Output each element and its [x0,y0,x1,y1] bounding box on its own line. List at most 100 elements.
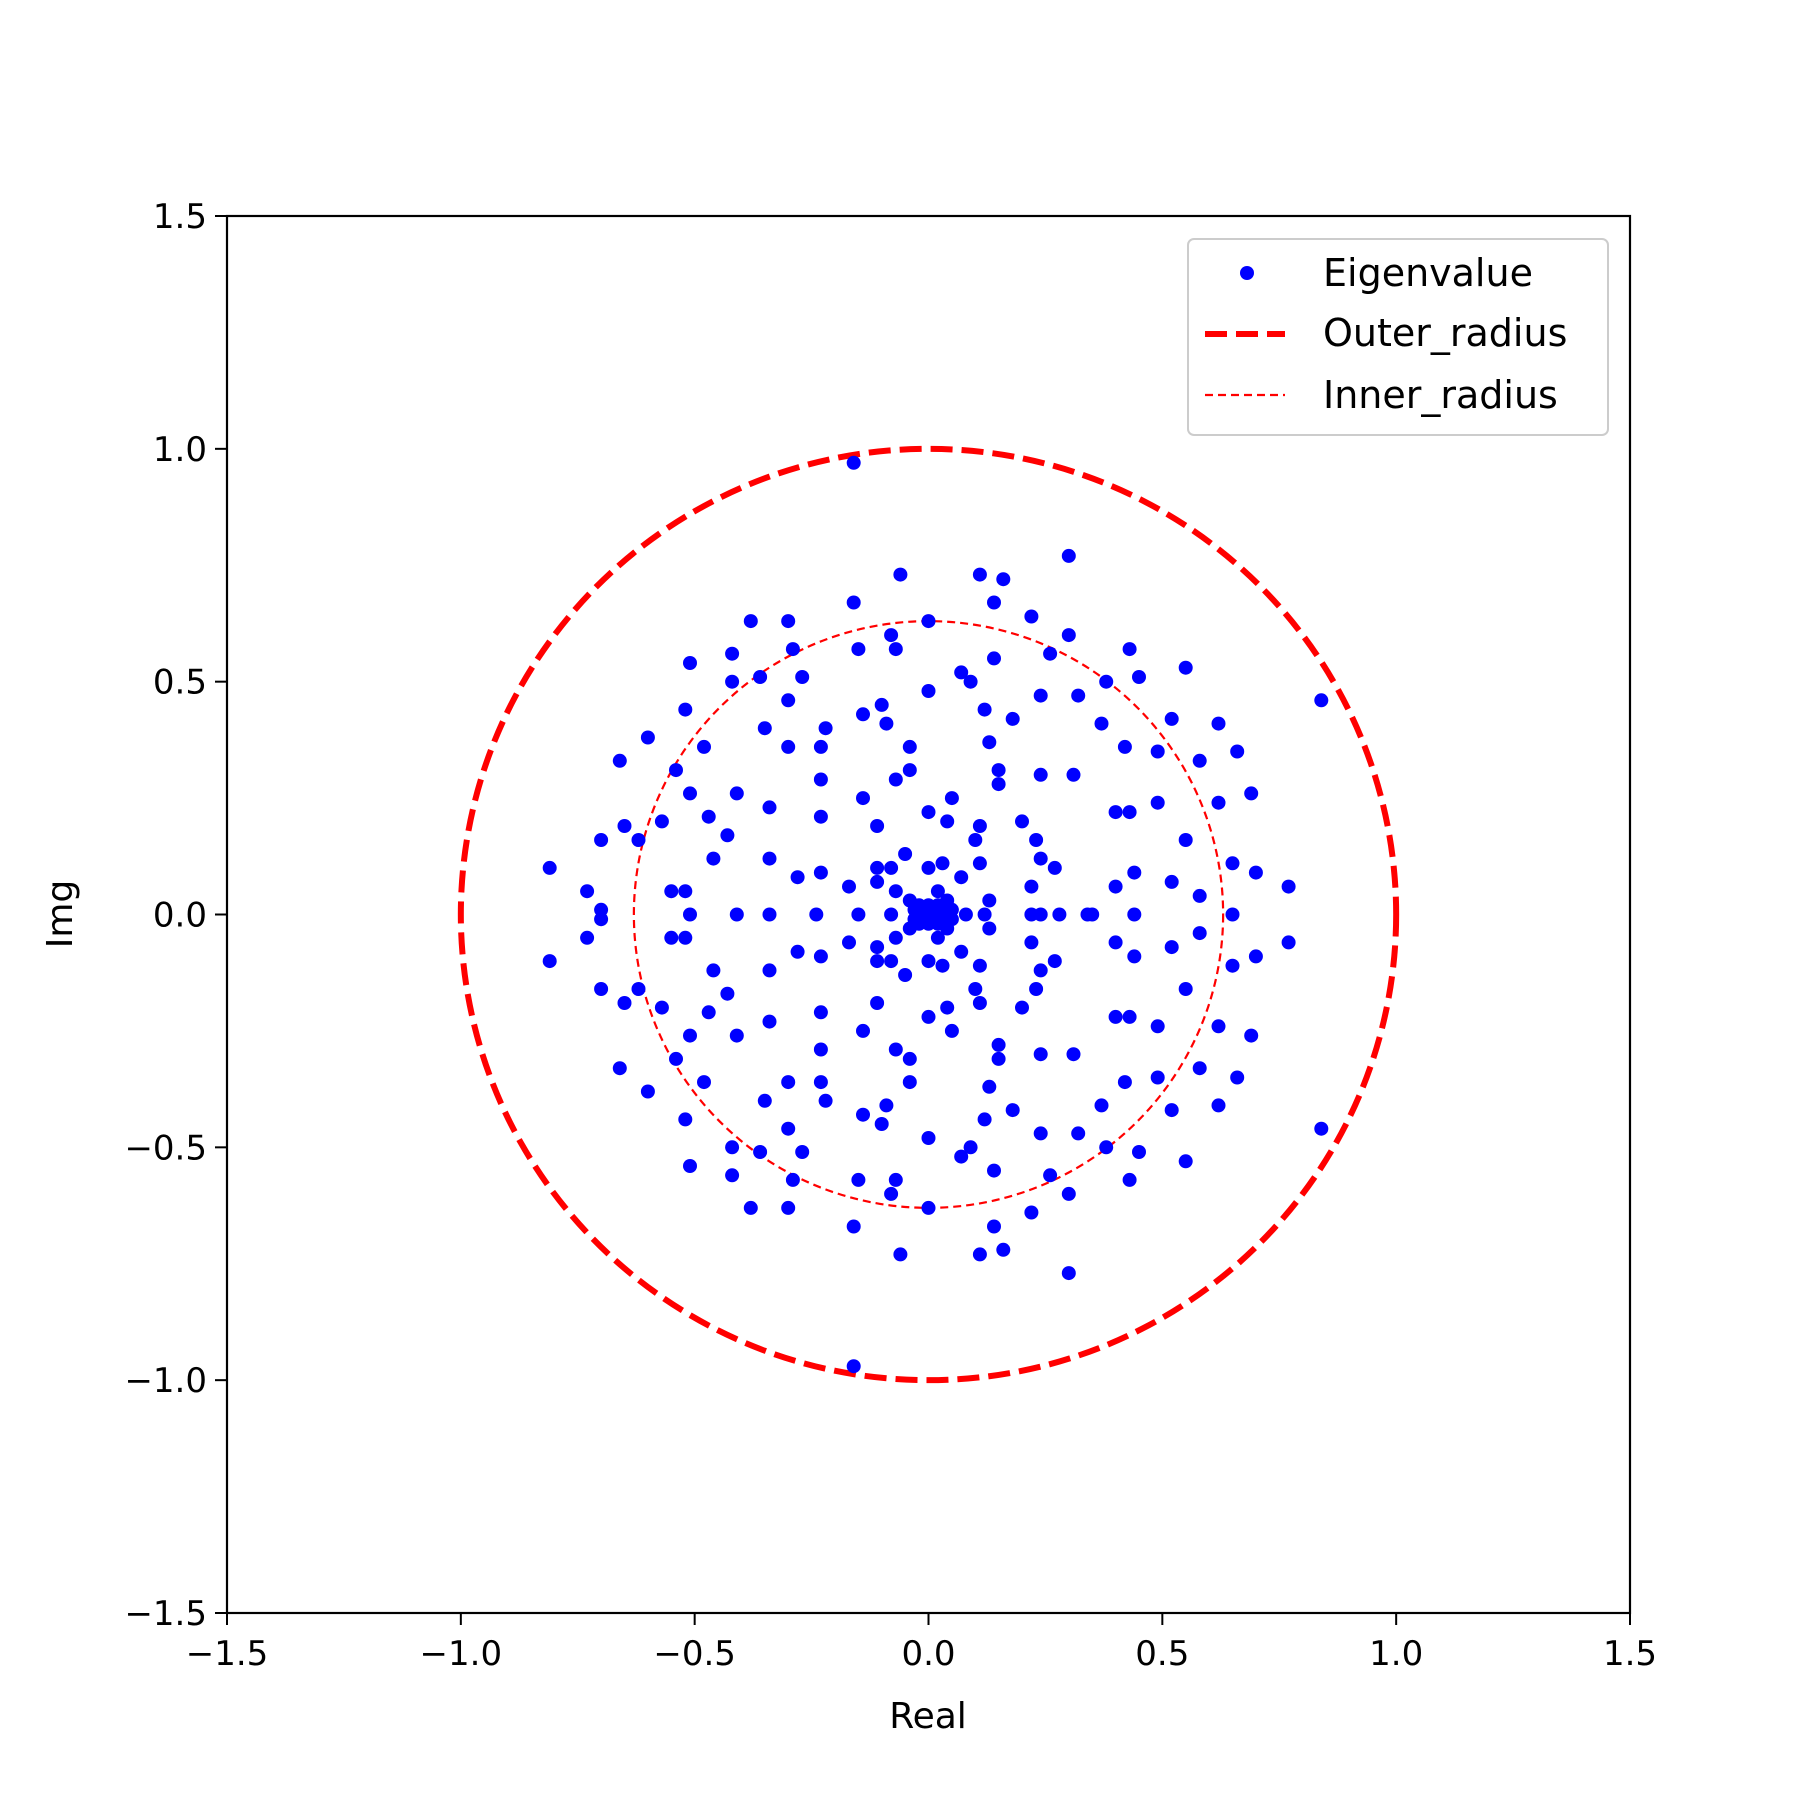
eigenvalue-point [1127,949,1142,964]
eigenvalue-point [972,567,987,582]
eigenvalue-point [809,907,824,922]
eigenvalue-point [1248,865,1263,880]
eigenvalue-point [1005,1103,1020,1118]
eigenvalue-point [884,628,899,643]
eigenvalue-point [762,963,777,978]
eigenvalue-point [1178,833,1193,847]
eigenvalue-point [743,1200,758,1215]
eigenvalue-point [1122,1172,1137,1187]
legend-label-outer-radius: Outer_radius [1323,311,1567,355]
eigenvalue-point [870,860,885,875]
eigenvalue-point [982,893,997,908]
eigenvalue-point [813,1005,828,1020]
eigenvalue-point [991,1051,1006,1066]
eigenvalue-point [1127,865,1142,880]
y-tick-label: −0.5 [124,1128,207,1168]
y-tick-label: 0.5 [153,663,207,703]
eigenvalue-point [856,707,870,722]
eigenvalue-point [921,614,936,629]
eigenvalue-point [795,670,810,684]
eigenvalue-point [631,982,646,996]
eigenvalue-point [706,851,721,866]
eigenvalue-point [1230,1070,1245,1085]
eigenvalue-point [921,907,936,922]
eigenvalue-point [785,642,800,657]
eigenvalue-point [678,930,693,945]
eigenvalue-point [1127,907,1142,922]
y-tick-label: 0.0 [153,896,207,936]
eigenvalue-point [1033,963,1048,978]
eigenvalue-point [697,739,711,754]
eigenvalue-point [884,954,899,969]
eigenvalue-point [1024,935,1039,950]
eigenvalue-point [902,1051,917,1066]
eigenvalue-point [1085,907,1100,922]
eigenvalue-point [987,651,1001,666]
eigenvalue-point [720,828,735,843]
eigenvalue-point [972,996,987,1010]
eigenvalue-point [888,1172,903,1187]
x-tick-label: 1.5 [1603,1634,1657,1674]
eigenvalue-point [683,786,697,801]
eigenvalue-point [846,595,861,610]
eigenvalue-point [1150,744,1165,759]
eigenvalue-point [874,697,889,712]
eigenvalue-point [968,982,983,996]
eigenvalue-point [762,800,777,815]
eigenvalue-point [683,656,697,670]
eigenvalue-point [1225,856,1240,871]
eigenvalue-point [1029,982,1044,996]
eigenvalue-point [654,814,669,829]
eigenvalue-point [818,1093,833,1108]
eigenvalue-point [972,819,987,833]
eigenvalue-point [1071,688,1086,703]
eigenvalue-point [725,674,740,689]
eigenvalue-point [1281,935,1296,950]
eigenvalue-point [1033,851,1048,866]
eigenvalue-point [921,1200,936,1215]
eigenvalue-point [851,642,866,657]
eigenvalue-point [813,772,828,787]
eigenvalue-point [790,944,805,959]
eigenvalue-point [1108,1009,1123,1024]
eigenvalue-point [1150,795,1165,810]
eigenvalue-point [846,455,861,470]
eigenvalue-point [617,996,632,1010]
eigenvalue-point [842,879,856,894]
eigenvalue-point [1211,1019,1226,1034]
eigenvalue-point [851,907,866,922]
eigenvalue-point [1094,1098,1109,1113]
eigenvalue-point [781,614,796,629]
eigenvalue-point [795,1145,810,1159]
eigenvalue-point [982,921,997,936]
eigenvalue-point [781,693,796,708]
eigenvalue-point [729,786,744,801]
eigenvalue-point [594,833,609,847]
eigenvalue-point [683,1028,697,1043]
eigenvalue-point [921,1131,936,1145]
eigenvalue-point [654,1000,669,1015]
eigenvalue-point [944,1023,959,1038]
eigenvalue-point [921,954,936,969]
eigenvalue-point [879,716,894,731]
eigenvalue-point [1211,795,1226,810]
eigenvalue-point [977,1112,992,1127]
eigenvalue-point [991,777,1006,792]
eigenvalue-point [996,1242,1011,1257]
eigenvalue-point [1244,786,1259,801]
eigenvalue-point [987,1219,1001,1234]
eigenvalue-point [1043,646,1058,661]
eigenvalue-point [870,954,885,969]
eigenvalue-point [935,856,950,871]
eigenvalue-point [1117,739,1132,754]
eigenvalue-point [669,1051,683,1066]
eigenvalue-point [813,1042,828,1057]
eigenvalue-point [781,1200,796,1215]
eigenvalue-point [1033,1126,1048,1141]
eigenvalue-point [813,949,828,964]
eigenvalue-point [1164,711,1179,726]
eigenvalue-point [921,1009,936,1024]
eigenvalue-point [972,1247,987,1262]
eigenvalue-point [884,1186,899,1201]
